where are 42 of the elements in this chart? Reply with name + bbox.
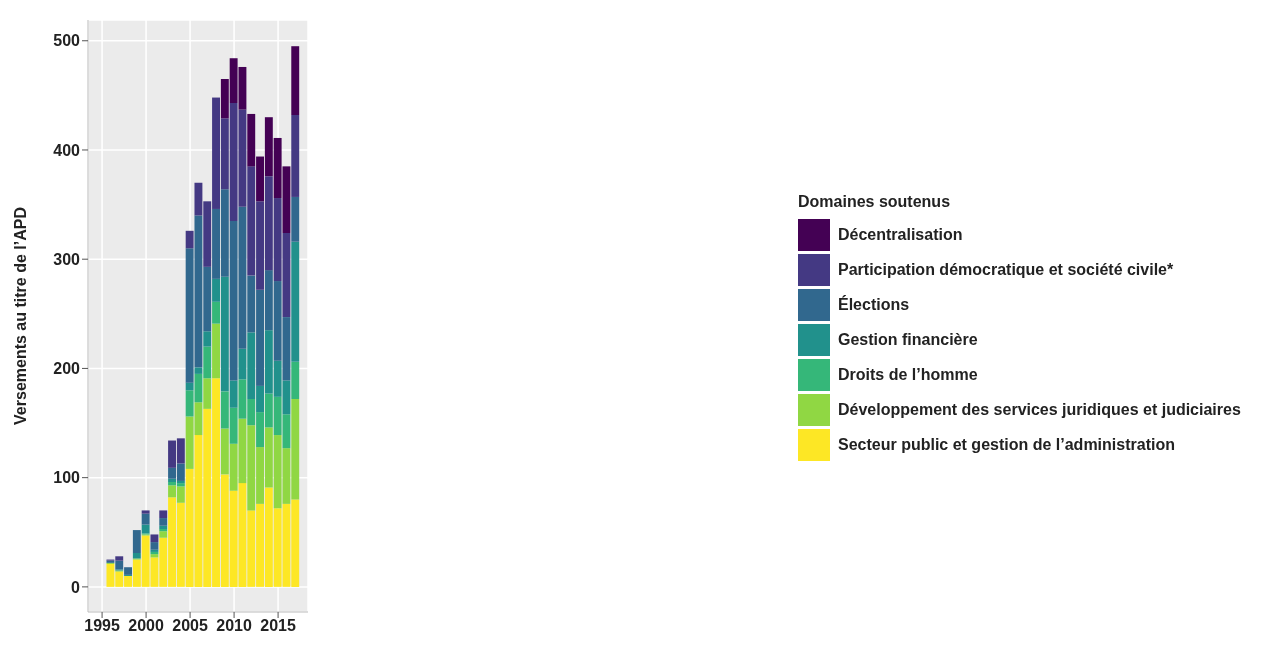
y-axis-title: Versements au titre de l’APD — [11, 207, 29, 425]
bar — [291, 115, 300, 197]
legend-label: Développement des services juridiques et judiciaires — [838, 400, 1241, 419]
y-tick-label: 400 — [53, 141, 81, 159]
x-tick-label: 2000 — [128, 617, 164, 635]
bar — [141, 510, 150, 514]
y-tick-label: 500 — [53, 32, 81, 50]
bar — [159, 531, 168, 538]
legend-title: Domaines soutenus — [798, 193, 952, 211]
bar — [132, 553, 141, 559]
bar — [212, 323, 220, 379]
bar — [291, 361, 300, 400]
bar — [291, 46, 300, 116]
bar — [291, 196, 300, 242]
y-tick-label: 100 — [53, 469, 81, 487]
y-tick-label: 300 — [53, 250, 81, 268]
bar — [141, 513, 150, 525]
legend-label: Décentralisation — [838, 225, 963, 244]
bar — [194, 367, 203, 374]
bar — [159, 525, 168, 529]
x-tick-label: 2005 — [172, 617, 208, 635]
bar — [185, 382, 194, 391]
bar — [150, 534, 159, 543]
bar — [185, 230, 194, 249]
x-tick-label: 1995 — [84, 617, 120, 635]
legend-label: Participation démocratique et société civile* — [838, 260, 1174, 279]
bar — [212, 301, 220, 324]
y-tick-label: 0 — [71, 578, 81, 596]
legend-label: Secteur public et gestion de l’administration — [838, 435, 1175, 454]
bar — [159, 510, 168, 519]
y-tick-label: 200 — [53, 360, 81, 378]
bar — [291, 241, 300, 362]
bar — [159, 518, 168, 526]
bar — [141, 524, 150, 534]
x-tick-label: 2010 — [216, 617, 252, 635]
legend-label: Droits de l’homme — [838, 365, 978, 384]
x-tick-label: 2015 — [260, 617, 296, 635]
bar — [132, 530, 141, 554]
legend-label: Gestion financière — [838, 330, 978, 349]
legend-label: Élections — [838, 295, 910, 314]
bar — [203, 331, 212, 347]
bar — [150, 542, 159, 550]
